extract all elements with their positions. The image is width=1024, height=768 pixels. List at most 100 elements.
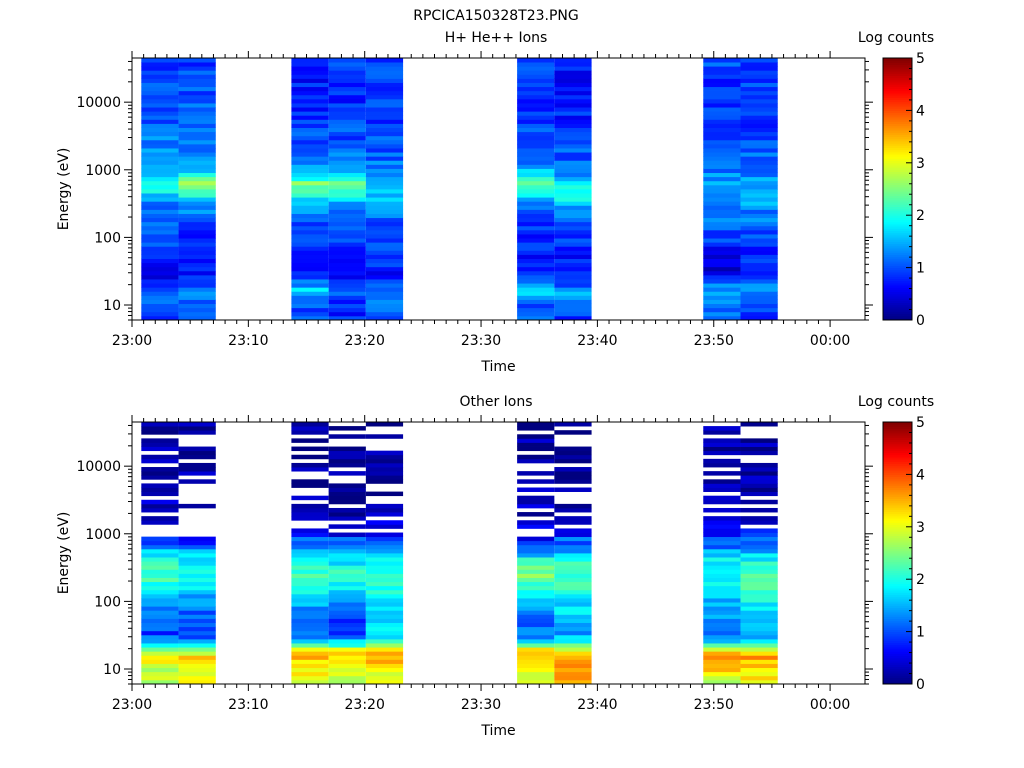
heatmap-cell [365,135,404,141]
heatmap-cell [517,234,555,239]
heatmap-cell [740,553,778,558]
colorbar-swatch [883,90,912,94]
heatmap-cell [554,193,592,198]
colorbar-swatch [883,245,912,249]
time-bin-column [740,58,778,321]
heatmap-cell [703,544,741,550]
heatmap-cell [328,524,366,529]
heatmap-cell [365,90,404,96]
heatmap-cell [554,634,592,640]
y-axis: 10 100 1000 10000 Energy (eV) [56,424,873,685]
heatmap-cell [291,532,329,538]
heatmap-cell [517,593,555,599]
heatmap-cell [141,201,179,206]
colorbar-swatch [883,130,912,133]
heatmap-cell [554,467,592,472]
x-axis-label: Time [480,723,515,739]
x-tick-label: 23:20 [345,697,385,713]
heatmap-cell [328,299,366,305]
heatmap-cell [554,598,592,603]
colorbar-swatch [883,596,912,600]
heatmap-cell [291,565,329,570]
heatmap-cell [328,62,366,67]
heatmap-cell [291,279,329,284]
heatmap-cell [328,189,366,194]
heatmap-cell [517,598,555,603]
heatmap-cell [740,569,778,574]
x-tick-label: 23:20 [345,333,385,349]
colorbar-swatch [883,311,912,314]
heatmap-cell [703,234,741,239]
heatmap-cell [141,585,179,591]
colorbar-swatch [883,274,912,277]
heatmap-cell [703,270,741,276]
heatmap-cell [141,626,179,632]
heatmap-cell [554,458,592,464]
heatmap-cell [703,197,741,202]
heatmap-cell [740,168,778,174]
colorbar-swatch [883,563,912,567]
heatmap-cell [328,148,366,153]
colorbar-swatch [883,287,912,290]
heatmap-cell [554,536,592,542]
heatmap-cell [178,152,216,157]
colorbar-swatch [883,206,912,210]
heatmap-cell [178,565,216,570]
heatmap-cell [328,156,366,161]
heatmap-cell [141,520,179,525]
colorbar-swatch [883,199,912,203]
heatmap-cell [740,152,778,157]
heatmap-cell [365,274,404,280]
heatmap-cell [740,250,778,255]
heatmap-cell [703,135,741,141]
heatmap-cell [291,127,329,133]
heatmap-cell [328,667,366,673]
heatmap-cell [740,667,778,673]
heatmap-cell [291,58,329,63]
heatmap-cell [178,540,216,546]
heatmap-cell [554,450,592,456]
colorbar-swatch [883,528,912,532]
heatmap-cell [328,242,366,247]
heatmap-cell [554,679,592,685]
colorbar-swatch [883,646,912,650]
time-bin-column [141,58,179,321]
heatmap-cell [328,573,366,578]
heatmap-cell [365,168,404,174]
heatmap-cell [291,462,329,468]
heatmap-cell [517,606,555,611]
heatmap-cell [178,643,216,648]
heatmap-cell [517,193,555,198]
heatmap-cell [365,589,404,595]
heatmap-cell [141,503,179,509]
colorbar-swatch [883,154,912,157]
heatmap-cell [517,107,555,112]
heatmap-cell [141,66,179,71]
heatmap-cell [328,638,366,644]
colorbar-swatch [883,247,912,251]
heatmap-cell [740,540,778,546]
time-bin-column [365,422,404,685]
heatmap-cell [328,287,366,292]
heatmap-cell [554,487,592,492]
heatmap-cell [554,507,592,513]
colorbar-swatch [883,659,912,663]
heatmap-cell [554,221,592,227]
heatmap-cell [141,135,179,141]
x-tick-label: 23:40 [577,697,617,713]
heatmap-cell [740,234,778,239]
heatmap-cell [740,58,778,63]
heatmap-cell [703,573,741,578]
colorbar-swatch [883,622,912,626]
heatmap-cell [328,143,366,149]
heatmap-cell [517,250,555,255]
heatmap-cell [328,238,366,243]
colorbar-swatch [883,581,912,585]
heatmap-cell [703,184,741,190]
colorbar-swatch [883,215,912,218]
colorbar-swatch [883,252,912,255]
heatmap-cell [141,82,179,88]
colorbar-swatch [883,644,912,648]
heatmap-cell [740,614,778,619]
colorbar-swatch [883,241,912,245]
